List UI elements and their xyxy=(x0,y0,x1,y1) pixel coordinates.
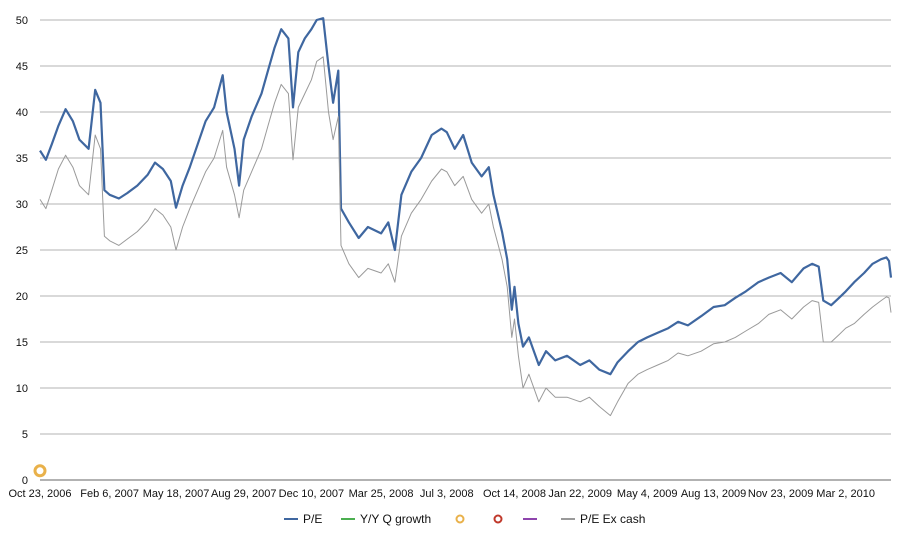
x-tick-label: Dec 10, 2007 xyxy=(279,488,344,500)
y-tick-label: 15 xyxy=(16,337,28,349)
x-tick-label: Jul 3, 2008 xyxy=(420,488,474,500)
y-tick-label: 35 xyxy=(16,153,28,165)
y-tick-label: 0 xyxy=(22,475,28,487)
legend-label: P/E xyxy=(303,512,322,526)
x-tick-label: Oct 23, 2006 xyxy=(9,488,72,500)
y-tick-label: 25 xyxy=(16,245,28,257)
x-tick-label: Jan 22, 2009 xyxy=(548,488,612,500)
x-tick-label: Mar 25, 2008 xyxy=(349,488,414,500)
x-tick-label: Mar 2, 2010 xyxy=(816,488,875,500)
series-lines xyxy=(33,17,893,478)
y-tick-label: 10 xyxy=(16,383,28,395)
legend: P/E Y/Y Q growth P/E Ex cash xyxy=(284,512,645,526)
x-tick-label: Aug 29, 2007 xyxy=(211,488,276,500)
x-tick-label: Nov 23, 2009 xyxy=(748,488,813,500)
x-tick-label: Aug 13, 2009 xyxy=(681,488,746,500)
legend-label: P/E Ex cash xyxy=(580,512,645,526)
gridlines xyxy=(40,19,891,481)
series-line-0 xyxy=(39,17,893,376)
x-tick-label: Feb 6, 2007 xyxy=(80,488,139,500)
x-tick-label: May 4, 2009 xyxy=(617,488,678,500)
x-axis-tick-labels: Oct 23, 2006 Feb 6, 2007 May 18, 2007 Aug 2… xyxy=(9,488,876,500)
y-tick-label: 50 xyxy=(16,15,28,27)
x-tick-label: Oct 14, 2008 xyxy=(483,488,546,500)
y-tick-label: 40 xyxy=(16,107,28,119)
series-line-5 xyxy=(39,56,892,417)
x-tick-label: May 18, 2007 xyxy=(143,488,210,500)
y-tick-label: 30 xyxy=(16,199,28,211)
legend-swatch xyxy=(455,514,465,524)
series-marker xyxy=(33,464,47,478)
legend-swatch xyxy=(493,514,503,524)
y-tick-label: 20 xyxy=(16,291,28,303)
y-axis-tick-labels: 0 5 10 15 20 25 30 35 40 45 50 xyxy=(16,15,28,487)
y-tick-label: 5 xyxy=(22,429,28,441)
y-tick-label: 45 xyxy=(16,61,28,73)
legend-label: Y/Y Q growth xyxy=(360,512,431,526)
